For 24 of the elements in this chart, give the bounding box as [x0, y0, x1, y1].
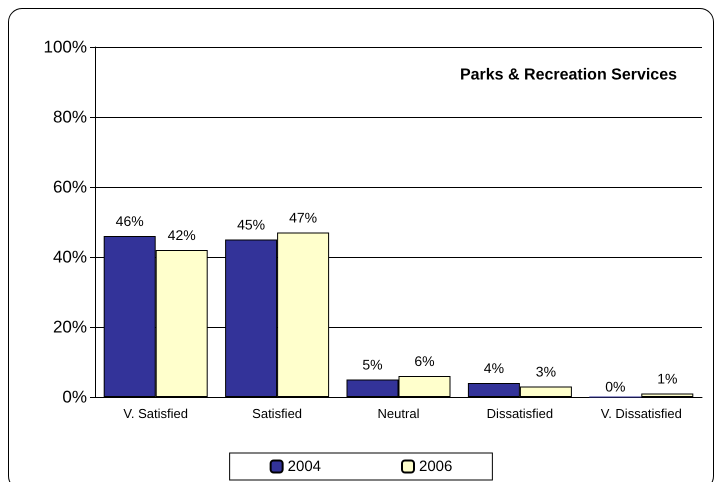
data-label: 42%	[168, 227, 196, 243]
y-tick-label: 80%	[52, 108, 87, 126]
y-tick-label: 0%	[62, 388, 87, 406]
x-tick-label: V. Satisfied	[123, 406, 188, 421]
x-tick-label: V. Dissatisfied	[600, 406, 682, 421]
y-tick-label: 60%	[52, 178, 87, 196]
data-label: 6%	[414, 353, 435, 369]
y-tick-label: 100%	[44, 38, 87, 56]
data-label: 45%	[237, 216, 266, 232]
data-label: 3%	[536, 364, 556, 380]
legend-label: 2006	[419, 458, 452, 475]
data-label: 46%	[116, 213, 144, 229]
data-label: 5%	[362, 356, 383, 372]
data-label: 1%	[657, 370, 678, 386]
legend-label: 2004	[288, 458, 322, 475]
text: Parks & Recreation Services	[460, 66, 678, 84]
data-label: 4%	[484, 360, 504, 376]
y-tick-label: 20%	[52, 318, 87, 336]
x-tick-label: Dissatisfied	[486, 406, 554, 421]
data-label: 0%	[605, 378, 626, 394]
y-tick-label: 40%	[52, 248, 87, 266]
x-tick-label: Neutral	[378, 406, 420, 421]
data-label: 47%	[289, 210, 318, 226]
x-tick-label: Satisfied	[252, 406, 302, 421]
